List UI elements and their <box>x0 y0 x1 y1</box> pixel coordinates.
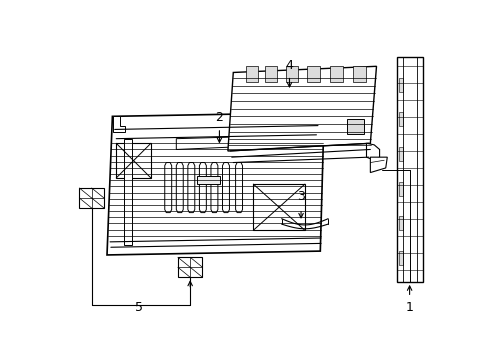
Polygon shape <box>285 66 297 82</box>
Polygon shape <box>178 257 202 277</box>
Polygon shape <box>398 251 403 265</box>
Polygon shape <box>353 66 365 82</box>
Polygon shape <box>264 66 277 82</box>
Polygon shape <box>176 137 230 149</box>
Text: 5: 5 <box>135 301 143 314</box>
Polygon shape <box>123 139 131 245</box>
Polygon shape <box>398 78 403 92</box>
Polygon shape <box>329 66 342 82</box>
Text: 1: 1 <box>405 301 413 314</box>
Polygon shape <box>116 143 151 178</box>
Polygon shape <box>366 143 379 160</box>
Polygon shape <box>107 112 324 255</box>
Polygon shape <box>227 66 376 151</box>
Polygon shape <box>187 163 194 213</box>
Polygon shape <box>398 182 403 195</box>
Polygon shape <box>113 116 125 132</box>
Polygon shape <box>253 184 305 230</box>
Polygon shape <box>398 147 403 161</box>
Polygon shape <box>306 66 319 82</box>
Text: 4: 4 <box>285 59 293 72</box>
Polygon shape <box>398 112 403 126</box>
Polygon shape <box>396 57 422 282</box>
Text: 3: 3 <box>297 190 305 203</box>
Polygon shape <box>245 66 257 82</box>
Polygon shape <box>176 163 183 213</box>
Polygon shape <box>398 216 403 230</box>
Polygon shape <box>164 163 171 213</box>
Polygon shape <box>210 163 218 213</box>
Polygon shape <box>346 119 364 134</box>
Polygon shape <box>199 163 206 213</box>
Polygon shape <box>79 188 104 208</box>
Polygon shape <box>197 176 220 184</box>
Polygon shape <box>369 157 386 172</box>
Polygon shape <box>222 163 229 213</box>
Polygon shape <box>235 163 242 213</box>
Text: 2: 2 <box>215 111 223 124</box>
